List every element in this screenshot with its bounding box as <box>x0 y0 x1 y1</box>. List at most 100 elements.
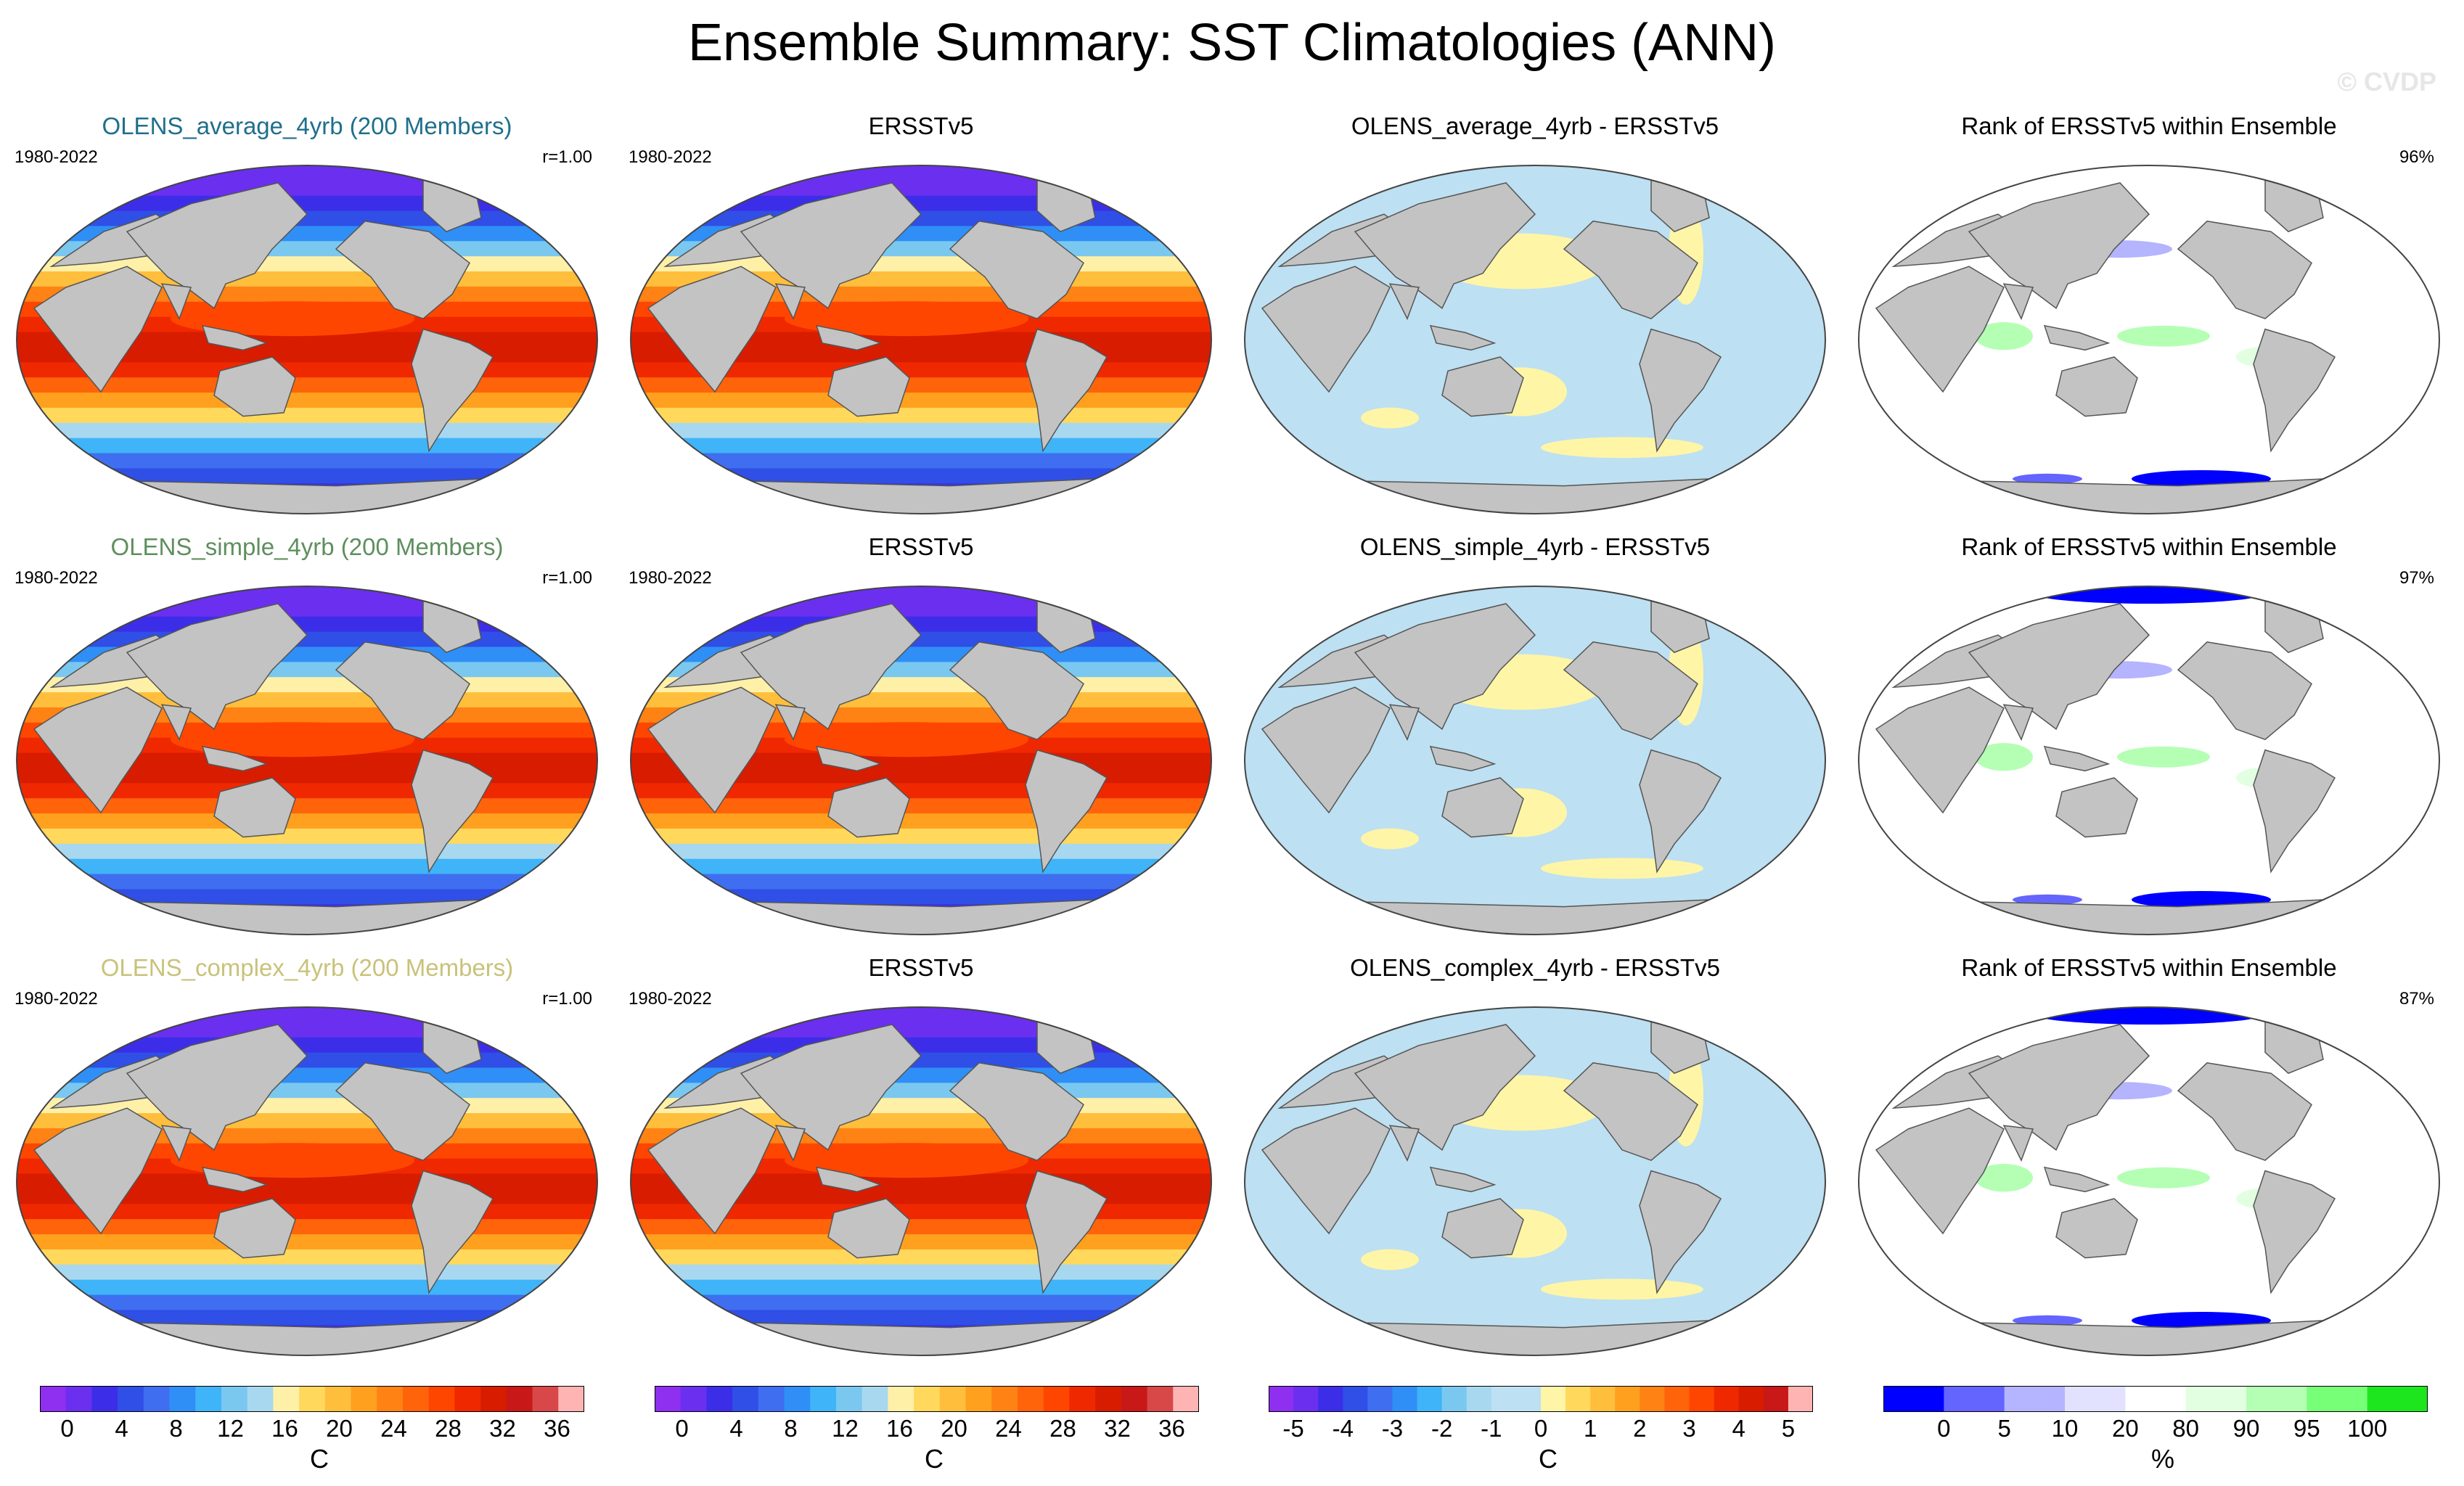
correlation-label: r=1.00 <box>542 568 592 588</box>
sst-band <box>17 1052 597 1069</box>
period-label: 1980-2022 <box>629 989 712 1009</box>
sst-band <box>631 1264 1211 1281</box>
correlation-label: r=1.00 <box>542 147 592 167</box>
land-australia <box>1441 356 1524 417</box>
land-australia <box>827 1198 910 1259</box>
land-india <box>2002 704 2034 742</box>
land-south-america <box>411 749 494 874</box>
map-border <box>1244 165 1826 514</box>
sst-band <box>17 1294 597 1311</box>
colorbar-swatch <box>1763 1386 1789 1412</box>
colorbar-tick-label: 4 <box>115 1415 128 1442</box>
colorbar-swatch <box>1343 1386 1368 1412</box>
colorbar-swatch <box>169 1386 196 1412</box>
sst-band <box>17 468 597 485</box>
colorbar-tick-label: 32 <box>489 1415 516 1442</box>
land-india <box>2002 1125 2034 1162</box>
sst-band <box>631 858 1211 875</box>
panel-title: OLENS_simple_4yrb (200 Members) <box>110 533 504 560</box>
colorbar-swatch <box>532 1386 559 1412</box>
warm-pool <box>785 301 1028 337</box>
colorbar-tick-label: 3 <box>1682 1415 1696 1442</box>
colorbar-tick-label: 5 <box>1997 1415 2011 1442</box>
land-india <box>160 283 192 321</box>
colorbar-tick-label: 2 <box>1633 1415 1647 1442</box>
map-panel-clim: ERSSTv5 1980-2022 <box>614 533 1228 953</box>
land-india <box>1388 1125 1420 1162</box>
map-border <box>1244 586 1826 935</box>
sst-band <box>17 407 597 424</box>
colorbar-swatch <box>2307 1386 2368 1412</box>
colorbar-tick-label: 28 <box>435 1415 462 1442</box>
correlation-label: r=1.00 <box>542 989 592 1009</box>
colorbar-ticks: 0 4 8 12 16 20 24 28 32 36 <box>40 1415 599 1444</box>
panel-title: OLENS_complex_4yrb - ERSSTv5 <box>1350 954 1720 981</box>
sst-band <box>17 616 597 633</box>
land-india <box>774 1125 806 1162</box>
map-border <box>630 165 1212 514</box>
land-asia <box>1354 603 1536 730</box>
sst-band <box>17 813 597 829</box>
world-map <box>1244 1006 1826 1356</box>
sst-band <box>631 631 1211 648</box>
map-panel-clim: ERSSTv5 1980-2022 <box>614 112 1228 532</box>
sst-band <box>17 828 597 845</box>
land-asia <box>740 603 922 730</box>
rank-patch <box>2013 1315 2082 1326</box>
warm-bias-patch <box>1541 1278 1703 1300</box>
land-asia <box>1354 1024 1536 1151</box>
map-panel-clim: OLENS_average_4yrb (200 Members) 1980-202… <box>0 112 614 532</box>
sst-band <box>631 422 1211 439</box>
land-india <box>160 1125 192 1162</box>
land-asia <box>740 1024 922 1151</box>
sst-band <box>631 1279 1211 1296</box>
sst-band <box>631 393 1211 409</box>
colorbar-swatch <box>1441 1386 1468 1412</box>
world-map <box>1858 586 2440 935</box>
colorbar-swatch <box>1640 1386 1665 1412</box>
rank-patch <box>2117 746 2210 768</box>
land-north-america <box>949 1062 1084 1162</box>
colorbar-swatch <box>836 1386 863 1412</box>
land-australia <box>2055 1198 2138 1259</box>
sst-band <box>631 468 1211 485</box>
sst-band <box>631 180 1211 197</box>
colorbar-swatch <box>1293 1386 1319 1412</box>
colorbar-swatches <box>1269 1386 1814 1412</box>
map-panel-rank: Rank of ERSSTv5 within Ensemble 87% <box>1842 954 2456 1374</box>
land-maritime <box>2043 1166 2111 1193</box>
sst-band <box>631 210 1211 227</box>
land-north-america <box>2177 641 2312 741</box>
sst-band <box>631 828 1211 845</box>
page-title: Ensemble Summary: SST Climatologies (ANN… <box>687 14 1777 72</box>
land-australia <box>213 1198 296 1259</box>
land-north-america <box>2177 1062 2312 1162</box>
sst-band <box>17 843 597 860</box>
colorbar-swatch <box>655 1386 682 1412</box>
land-north-america <box>335 641 470 741</box>
colorbar-swatches <box>1883 1386 2428 1412</box>
land-australia <box>213 777 296 838</box>
colorbar-swatch <box>888 1386 914 1412</box>
colorbar-tick-label: 80 <box>2172 1415 2200 1442</box>
land-africa <box>1875 266 2005 393</box>
world-map <box>16 165 598 514</box>
colorbar-swatch <box>273 1386 300 1412</box>
sst-band <box>17 874 597 890</box>
colorbar-swatch <box>1491 1386 1517 1412</box>
rank-patch <box>2013 894 2082 906</box>
land-asia <box>1968 182 2150 309</box>
colorbar-tick-label: 12 <box>217 1415 244 1442</box>
land-south-america <box>1025 749 1108 874</box>
colorbar-swatch <box>861 1386 888 1412</box>
land-maritime <box>1429 745 1497 772</box>
colorbar-swatch <box>1147 1386 1174 1412</box>
panel-title: ERSSTv5 <box>868 112 974 139</box>
colorbar-swatch <box>1664 1386 1690 1412</box>
rank-percent-label: 97% <box>2399 568 2434 588</box>
colorbar-tick-label: 0 <box>1534 1415 1548 1442</box>
sst-band <box>17 631 597 648</box>
land-india <box>1388 704 1420 742</box>
colorbar-tick-label: 90 <box>2232 1415 2260 1442</box>
warm-pool <box>171 301 414 337</box>
